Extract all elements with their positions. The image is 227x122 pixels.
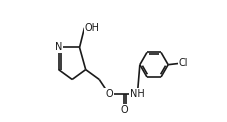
Text: NH: NH (129, 89, 144, 99)
Text: O: O (119, 105, 127, 115)
Text: OH: OH (84, 23, 99, 33)
Text: O: O (105, 89, 112, 99)
Text: Cl: Cl (178, 58, 187, 68)
Text: N: N (55, 42, 62, 52)
